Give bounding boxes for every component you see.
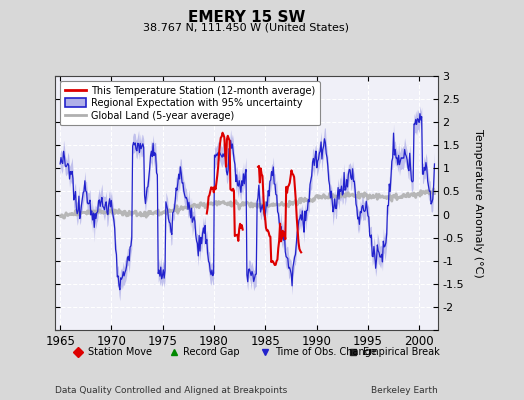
- Y-axis label: Temperature Anomaly (°C): Temperature Anomaly (°C): [474, 129, 484, 277]
- Text: Station Move: Station Move: [88, 346, 151, 357]
- Text: Record Gap: Record Gap: [183, 346, 240, 357]
- Legend: This Temperature Station (12-month average), Regional Expectation with 95% uncer: This Temperature Station (12-month avera…: [60, 81, 320, 126]
- Text: Data Quality Controlled and Aligned at Breakpoints: Data Quality Controlled and Aligned at B…: [55, 386, 287, 395]
- Text: Empirical Break: Empirical Break: [363, 346, 440, 357]
- Text: EMERY 15 SW: EMERY 15 SW: [188, 10, 305, 25]
- Text: Time of Obs. Change: Time of Obs. Change: [275, 346, 377, 357]
- Text: Berkeley Earth: Berkeley Earth: [371, 386, 438, 395]
- Text: 38.767 N, 111.450 W (United States): 38.767 N, 111.450 W (United States): [143, 22, 350, 32]
